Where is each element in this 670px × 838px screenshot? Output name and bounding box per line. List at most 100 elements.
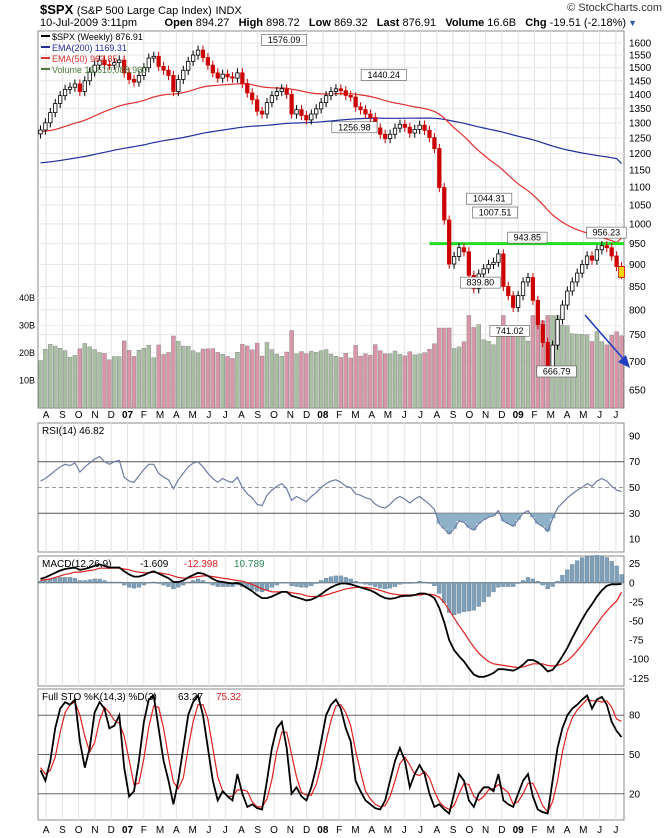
volume-bar	[599, 341, 605, 409]
candle-body	[456, 247, 462, 257]
candle-body	[319, 102, 324, 110]
macd-histogram-bar	[466, 582, 472, 612]
macd-legend-name: MACD(12,26,9)	[42, 559, 111, 570]
annotation-label: 956.23	[593, 228, 621, 238]
candle-body	[107, 64, 112, 67]
brand-logo[interactable]: © StockCharts.com	[567, 2, 662, 14]
x-tick-label: J	[206, 410, 211, 421]
macd-histogram-bar	[540, 582, 545, 586]
macd-histogram-bar	[447, 582, 452, 613]
price-annotation: 741.02	[489, 325, 530, 337]
volume-bar	[609, 335, 614, 409]
candle-body	[565, 290, 570, 306]
chevron-down-icon[interactable]: ▼	[628, 18, 638, 28]
annotation-box	[360, 69, 407, 81]
candle-body	[161, 66, 166, 71]
x-tick-label: S	[254, 410, 261, 421]
price-annotation: 839.80	[460, 276, 501, 289]
macd-histogram-bar	[131, 582, 137, 589]
volume-bar	[333, 356, 339, 409]
macd-histogram-bar	[530, 578, 536, 583]
macd-histogram-bar	[520, 580, 526, 583]
rsi-legend: RSI(14) 46.82	[42, 426, 105, 437]
volume-bar	[225, 356, 230, 409]
candle-body	[156, 55, 161, 67]
macd-histogram-bar	[97, 578, 102, 583]
volume-bar	[496, 334, 501, 409]
macd-histogram-bar	[102, 580, 107, 583]
x-tick-label: J	[418, 410, 423, 421]
volume-bar	[447, 327, 452, 409]
macd-legend-value: -12.398	[184, 559, 218, 570]
sto-k-line	[39, 693, 623, 816]
price-tick-label: 1250	[629, 133, 652, 144]
candle-body	[580, 264, 585, 274]
volume-bar	[176, 341, 181, 409]
candle-body	[314, 108, 319, 115]
price-tick-label: 1050	[629, 201, 652, 212]
x-tick-label: O	[465, 825, 473, 836]
volume-bar	[186, 346, 191, 409]
rsi-tick-label: 90	[629, 431, 641, 442]
x-tick-label: 07	[122, 825, 134, 836]
candle-body	[387, 133, 393, 139]
macd-histogram-bar	[363, 582, 368, 585]
price-tick-label: 1550	[629, 51, 652, 62]
macd-histogram-bar	[338, 575, 343, 583]
macd-tick-label: -25	[629, 597, 644, 608]
volume-bar	[530, 315, 536, 409]
macd-histogram-bar	[619, 574, 624, 583]
price-tick-label: 650	[629, 385, 646, 396]
candle-body	[506, 286, 511, 297]
macd-histogram-bar	[560, 574, 565, 583]
volume-bar	[589, 341, 595, 409]
macd-histogram-bar	[599, 555, 604, 583]
volume-bar	[190, 350, 196, 409]
candle-body	[255, 99, 260, 112]
volume-bar	[122, 340, 127, 409]
macd-histogram-bar	[314, 582, 319, 584]
x-tick-label: J	[402, 825, 407, 836]
volume-bar	[604, 344, 609, 409]
x-tick-label: M	[188, 825, 196, 836]
macd-histogram-bar	[496, 582, 501, 588]
x-tick-label: S	[450, 410, 457, 421]
candle-body	[264, 102, 270, 115]
macd-histogram-bar	[186, 581, 191, 583]
volume-bar	[437, 327, 442, 409]
candle-body	[245, 83, 250, 94]
volume-bar	[422, 352, 427, 409]
candle-body	[383, 133, 388, 139]
macd-histogram-bar	[117, 581, 122, 583]
annotation-label: 839.80	[467, 278, 495, 288]
candle-body	[392, 127, 398, 135]
candle-body	[122, 59, 127, 74]
macd-histogram-bar	[589, 555, 595, 583]
macd-histogram-bar	[378, 582, 383, 589]
candle-body	[333, 88, 339, 92]
macd-histogram-bar	[594, 555, 600, 583]
volume-tick-label: 10B	[19, 376, 35, 386]
x-tick-label: S	[254, 825, 261, 836]
volume-bar	[520, 326, 526, 409]
candle-body	[92, 64, 97, 73]
volume-bar	[38, 360, 43, 409]
volume-bar	[92, 349, 97, 409]
candle-body	[220, 73, 225, 79]
macd-tick-label: -50	[629, 617, 644, 628]
x-tick-label: M	[384, 825, 392, 836]
x-tick-label: N	[91, 410, 98, 421]
price-tick-label: 750	[629, 330, 646, 341]
candle-body	[358, 106, 363, 111]
candle-body	[62, 88, 68, 97]
candle-body	[353, 96, 358, 108]
volume-bar	[397, 354, 403, 409]
volume-bar	[131, 356, 137, 409]
candle-body	[427, 129, 432, 139]
x-tick-label: J	[223, 410, 228, 421]
macd-histogram-bar	[525, 577, 531, 583]
macd-histogram-bar	[279, 582, 284, 584]
macd-histogram-bar	[77, 580, 82, 583]
volume-bar	[166, 352, 171, 409]
